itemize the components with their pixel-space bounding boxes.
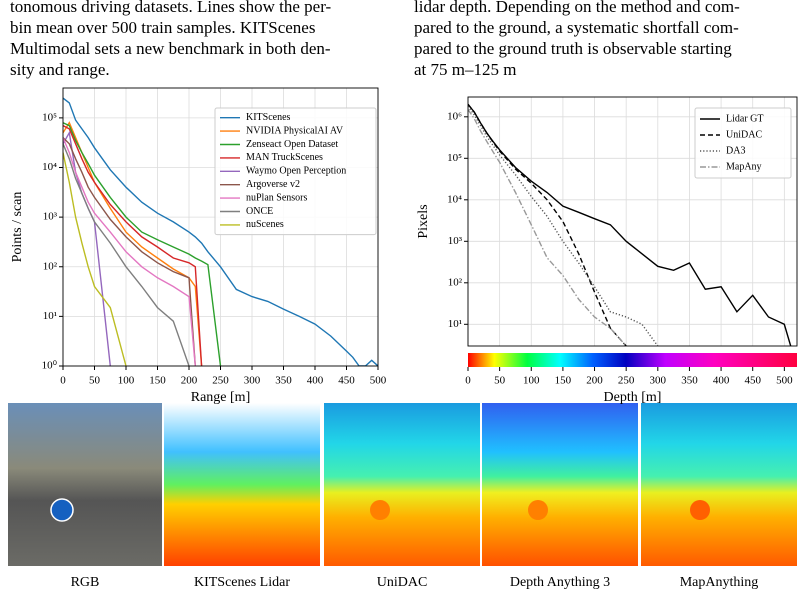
series-line — [468, 103, 627, 346]
y-tick-label: 10⁵ — [447, 152, 462, 164]
y-tick-label: 10² — [448, 276, 463, 288]
paragraph-line: pared to the ground truth is observable … — [414, 39, 732, 58]
x-tick-label: 0 — [465, 375, 471, 387]
x-tick-label: 450 — [744, 375, 761, 387]
image-panel — [324, 403, 480, 566]
x-tick-label: 350 — [681, 375, 698, 387]
image-caption: RGB — [71, 575, 100, 590]
legend-label: Zenseact Open Dataset — [246, 139, 338, 150]
x-tick-label: 100 — [523, 375, 540, 387]
image-detail — [528, 500, 548, 520]
legend-box — [214, 107, 377, 236]
paragraph-line: Multimodal sets a new benchmark in both … — [10, 39, 331, 58]
image-row — [8, 403, 797, 566]
paragraph-line: pared to the ground, a systematic shortf… — [414, 18, 739, 37]
image-caption: Depth Anything 3 — [510, 575, 610, 590]
plot-frame — [467, 96, 798, 347]
legend-label: Lidar GT — [726, 113, 764, 124]
x-tick-label: 350 — [275, 375, 292, 387]
y-tick-label: 10⁰ — [42, 360, 58, 372]
legend-label: nuPlan Sensors — [246, 192, 308, 203]
y-tick-label: 10¹ — [43, 310, 57, 322]
image-detail — [370, 500, 390, 520]
plot-frame — [62, 87, 379, 367]
image-caption: UniDAC — [377, 575, 428, 590]
paragraph-line: tonomous driving datasets. Lines show th… — [10, 0, 332, 16]
x-tick-label: 150 — [149, 375, 166, 387]
y-tick-label: 10⁴ — [447, 193, 462, 205]
x-tick-label: 50 — [89, 375, 101, 387]
x-tick-label: 50 — [494, 375, 506, 387]
x-tick-label: 450 — [338, 375, 355, 387]
y-tick-label: 10³ — [448, 235, 463, 247]
x-tick-label: 200 — [586, 375, 603, 387]
x-axis-label: Range [m] — [191, 390, 250, 405]
legend-label: ONCE — [246, 206, 273, 217]
y-axis-label: Points / scan — [10, 192, 25, 263]
series-line — [468, 109, 627, 346]
series-line — [468, 103, 792, 346]
legend-label: Argoverse v2 — [246, 179, 300, 190]
series-line — [63, 97, 378, 366]
image-panel — [482, 403, 638, 566]
x-tick-label: 250 — [212, 375, 229, 387]
legend-label: MapAny — [726, 161, 762, 172]
paragraph-line: sity and range. — [10, 60, 110, 79]
legend-label: DA3 — [726, 145, 745, 156]
paragraph-line: lidar depth. Depending on the method and… — [414, 0, 740, 16]
x-tick-label: 500 — [776, 375, 793, 387]
x-tick-label: 250 — [618, 375, 635, 387]
x-tick-label: 100 — [118, 375, 135, 387]
image-caption: MapAnything — [680, 575, 759, 590]
y-tick-label: 10¹ — [448, 318, 462, 330]
series-line — [468, 105, 659, 346]
paragraph-line: at 75 m–125 m — [414, 60, 516, 79]
legend-label: Waymo Open Perception — [246, 166, 346, 177]
y-tick-label: 10³ — [43, 211, 58, 223]
paragraph-line: bin mean over 500 train samples. KITScen… — [10, 18, 315, 37]
legend-label: UniDAC — [726, 129, 762, 140]
legend-box — [694, 107, 792, 179]
x-tick-label: 150 — [555, 375, 572, 387]
x-axis-label: Depth [m] — [604, 390, 662, 405]
x-tick-label: 400 — [713, 375, 730, 387]
legend-label: KITScenes — [246, 112, 291, 123]
x-tick-label: 500 — [370, 375, 387, 387]
y-tick-label: 10² — [43, 260, 58, 272]
legend-label: NVIDIA PhysicalAI AV — [246, 125, 344, 136]
legend-label: nuScenes — [246, 219, 284, 230]
x-tick-label: 300 — [650, 375, 667, 387]
image-panel — [164, 403, 320, 566]
y-tick-label: 10⁶ — [447, 110, 462, 122]
image-panel — [641, 403, 797, 566]
x-tick-label: 200 — [181, 375, 198, 387]
image-detail — [50, 498, 74, 522]
image-panel — [8, 403, 162, 566]
y-tick-label: 10⁴ — [42, 161, 57, 173]
x-tick-label: 300 — [244, 375, 261, 387]
series-line — [63, 143, 190, 366]
series-line — [63, 137, 196, 366]
y-axis-label: Pixels — [416, 204, 431, 238]
series-line — [63, 121, 203, 366]
series-line — [63, 152, 127, 366]
series-line — [63, 137, 196, 366]
series-line — [63, 122, 222, 366]
series-line — [63, 124, 203, 366]
y-tick-label: 10⁵ — [42, 111, 57, 123]
image-detail — [690, 500, 710, 520]
colorbar — [468, 353, 797, 367]
x-tick-label: 0 — [60, 375, 66, 387]
x-tick-label: 400 — [307, 375, 324, 387]
legend-label: MAN TruckScenes — [246, 152, 323, 163]
image-caption: KITScenes Lidar — [194, 575, 290, 590]
